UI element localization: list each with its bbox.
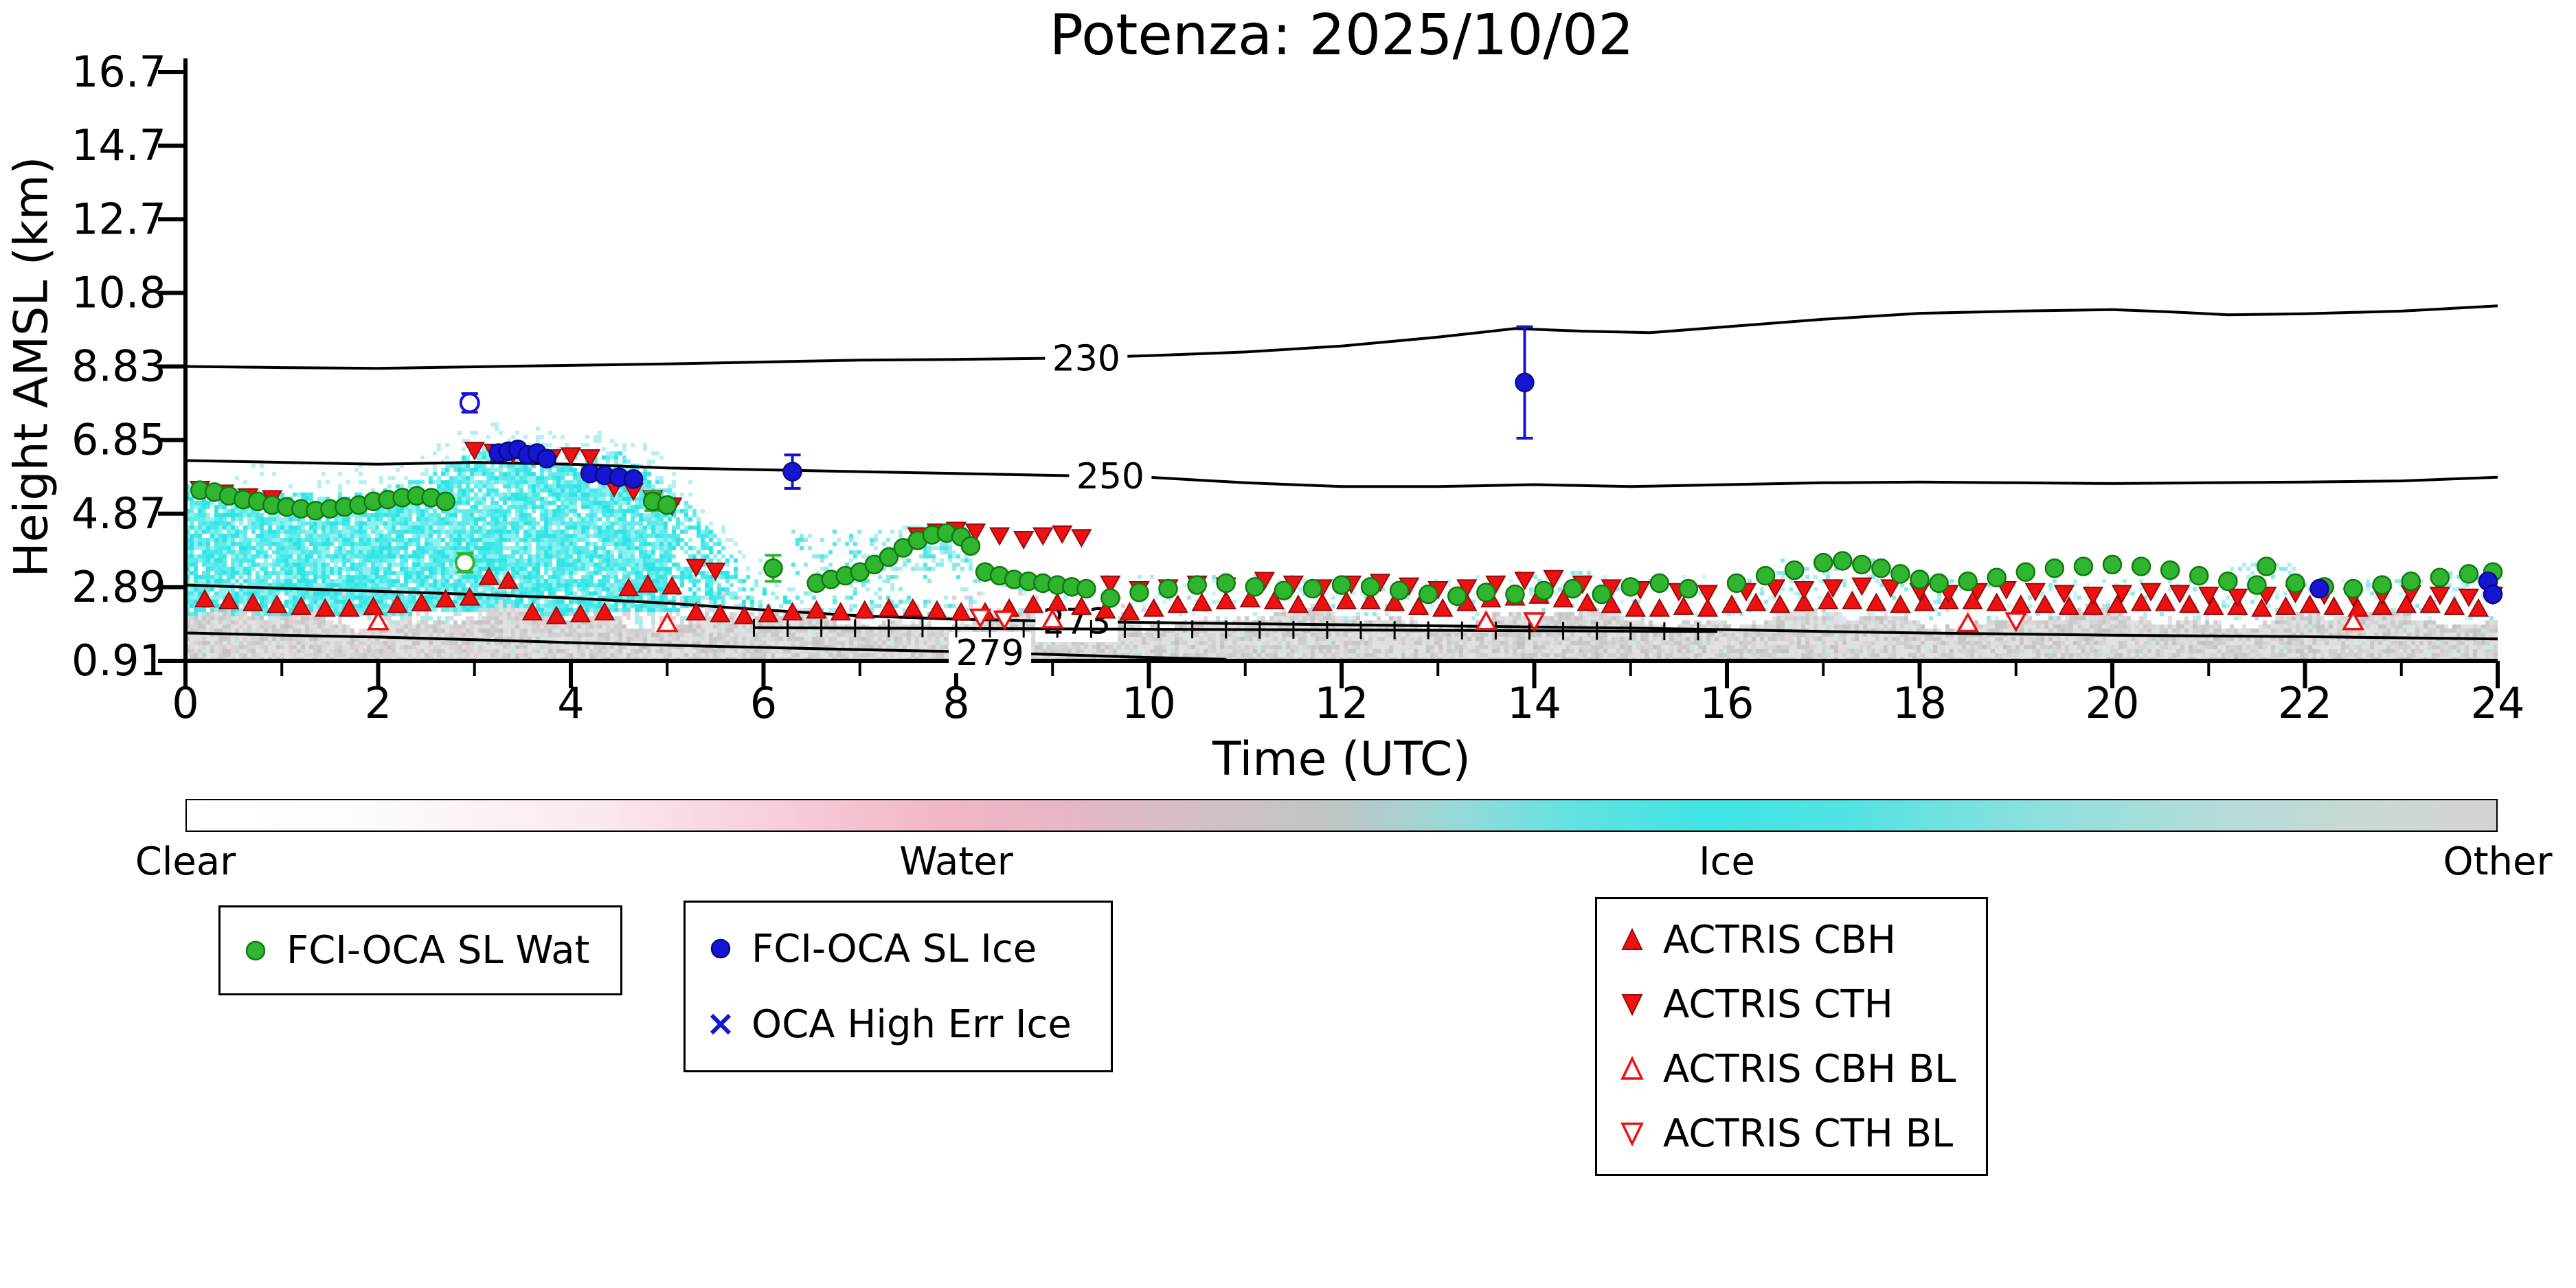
svg-text:2: 2 bbox=[365, 678, 392, 728]
svg-text:10.8: 10.8 bbox=[71, 267, 166, 317]
svg-text:12.7: 12.7 bbox=[71, 194, 166, 244]
chart-title: Potenza: 2025/10/02 bbox=[1049, 3, 1634, 68]
svg-text:6.85: 6.85 bbox=[71, 415, 166, 465]
colorbar-label-ice: Ice bbox=[1699, 839, 1755, 884]
svg-text:6: 6 bbox=[750, 678, 777, 728]
svg-text:4.87: 4.87 bbox=[71, 488, 166, 539]
svg-text:10: 10 bbox=[1122, 678, 1176, 728]
svg-text:230: 230 bbox=[1052, 339, 1120, 380]
svg-text:2.89: 2.89 bbox=[71, 562, 166, 612]
oca-high-err-ice-marker-icon bbox=[705, 1008, 736, 1040]
legend-label-actris-cbh: ACTRIS CBH bbox=[1663, 917, 1897, 962]
fci-oca-sl-wat-marker-icon bbox=[240, 935, 271, 967]
series-cbh_bl bbox=[367, 608, 2365, 633]
actris-cbh-marker-icon bbox=[1616, 924, 1648, 956]
x-axis-label: Time (UTC) bbox=[1212, 732, 1471, 787]
legend-item-actris-cbh-bl: ACTRIS CBH BL bbox=[1616, 1047, 1967, 1092]
series-cbh bbox=[194, 566, 2489, 624]
legend-item-fci-oca-sl-wat: FCI-OCA SL Wat bbox=[240, 928, 601, 973]
svg-text:0: 0 bbox=[172, 678, 199, 728]
svg-text:4: 4 bbox=[557, 678, 584, 728]
svg-text:20: 20 bbox=[2086, 678, 2140, 728]
actris-cth-bl-marker-icon bbox=[1616, 1118, 1648, 1149]
legend-label-oca-high-err-ice: OCA High Err Ice bbox=[752, 1002, 1072, 1047]
colorbar-label-water: Water bbox=[899, 839, 1013, 884]
svg-text:8.83: 8.83 bbox=[71, 341, 166, 392]
triangle-down-glyph bbox=[1621, 994, 1643, 1017]
triangle-up-glyph bbox=[1621, 927, 1643, 950]
series-wat bbox=[190, 480, 2503, 608]
legend-item-oca-high-err-ice: OCA High Err Ice bbox=[705, 1002, 1092, 1047]
phase-colorbar bbox=[185, 799, 2498, 832]
legend-label-actris-cth: ACTRIS CTH bbox=[1663, 982, 1893, 1027]
legend-item-actris-cth-bl: ACTRIS CTH BL bbox=[1616, 1111, 1967, 1156]
svg-text:16: 16 bbox=[1700, 678, 1754, 728]
svg-text:24: 24 bbox=[2471, 678, 2525, 728]
actris-cbh-bl-marker-icon bbox=[1616, 1053, 1648, 1085]
legend-box-actris: ACTRIS CBH ACTRIS CTH ACTRIS CBH BL ACTR… bbox=[1595, 897, 1988, 1176]
legend-box-fci-ice: FCI-OCA SL Ice OCA High Err Ice bbox=[683, 901, 1113, 1072]
legend-label-fci-oca-sl-wat: FCI-OCA SL Wat bbox=[286, 928, 590, 973]
fci-oca-sl-ice-marker-icon bbox=[705, 933, 736, 964]
series-ice bbox=[488, 325, 2503, 605]
svg-text:8: 8 bbox=[942, 678, 969, 728]
legend-label-fci-oca-sl-ice: FCI-OCA SL Ice bbox=[752, 926, 1037, 971]
legend-item-actris-cth: ACTRIS CTH bbox=[1616, 982, 1967, 1027]
svg-text:0.91: 0.91 bbox=[71, 635, 166, 686]
svg-text:279: 279 bbox=[956, 633, 1024, 674]
colorbar-label-clear: Clear bbox=[135, 839, 236, 884]
svg-text:14: 14 bbox=[1507, 678, 1561, 728]
series-high_err bbox=[459, 392, 480, 414]
circle-glyph bbox=[245, 940, 266, 960]
svg-text:16.7: 16.7 bbox=[71, 47, 166, 97]
svg-text:22: 22 bbox=[2278, 678, 2332, 728]
circle-glyph bbox=[710, 938, 731, 959]
legend-item-fci-oca-sl-ice: FCI-OCA SL Ice bbox=[705, 927, 1092, 971]
legend-box-fci-wat: FCI-OCA SL Wat bbox=[218, 905, 622, 995]
series-cth_bl bbox=[969, 608, 2028, 633]
triangle-up-glyph bbox=[1620, 1055, 1644, 1080]
svg-text:250: 250 bbox=[1076, 456, 1144, 497]
svg-text:18: 18 bbox=[1893, 678, 1947, 728]
legend-item-actris-cbh: ACTRIS CBH bbox=[1616, 918, 1967, 962]
svg-text:14.7: 14.7 bbox=[71, 120, 166, 170]
triangle-down-glyph bbox=[1620, 1122, 1644, 1147]
svg-text:12: 12 bbox=[1315, 678, 1369, 728]
colorbar-label-other: Other bbox=[2443, 839, 2553, 884]
actris-cth-marker-icon bbox=[1616, 988, 1648, 1020]
legend-label-actris-cth-bl: ACTRIS CTH BL bbox=[1663, 1111, 1954, 1156]
legend-label-actris-cbh-bl: ACTRIS CBH BL bbox=[1663, 1046, 1956, 1092]
x-glyph bbox=[710, 1013, 732, 1035]
